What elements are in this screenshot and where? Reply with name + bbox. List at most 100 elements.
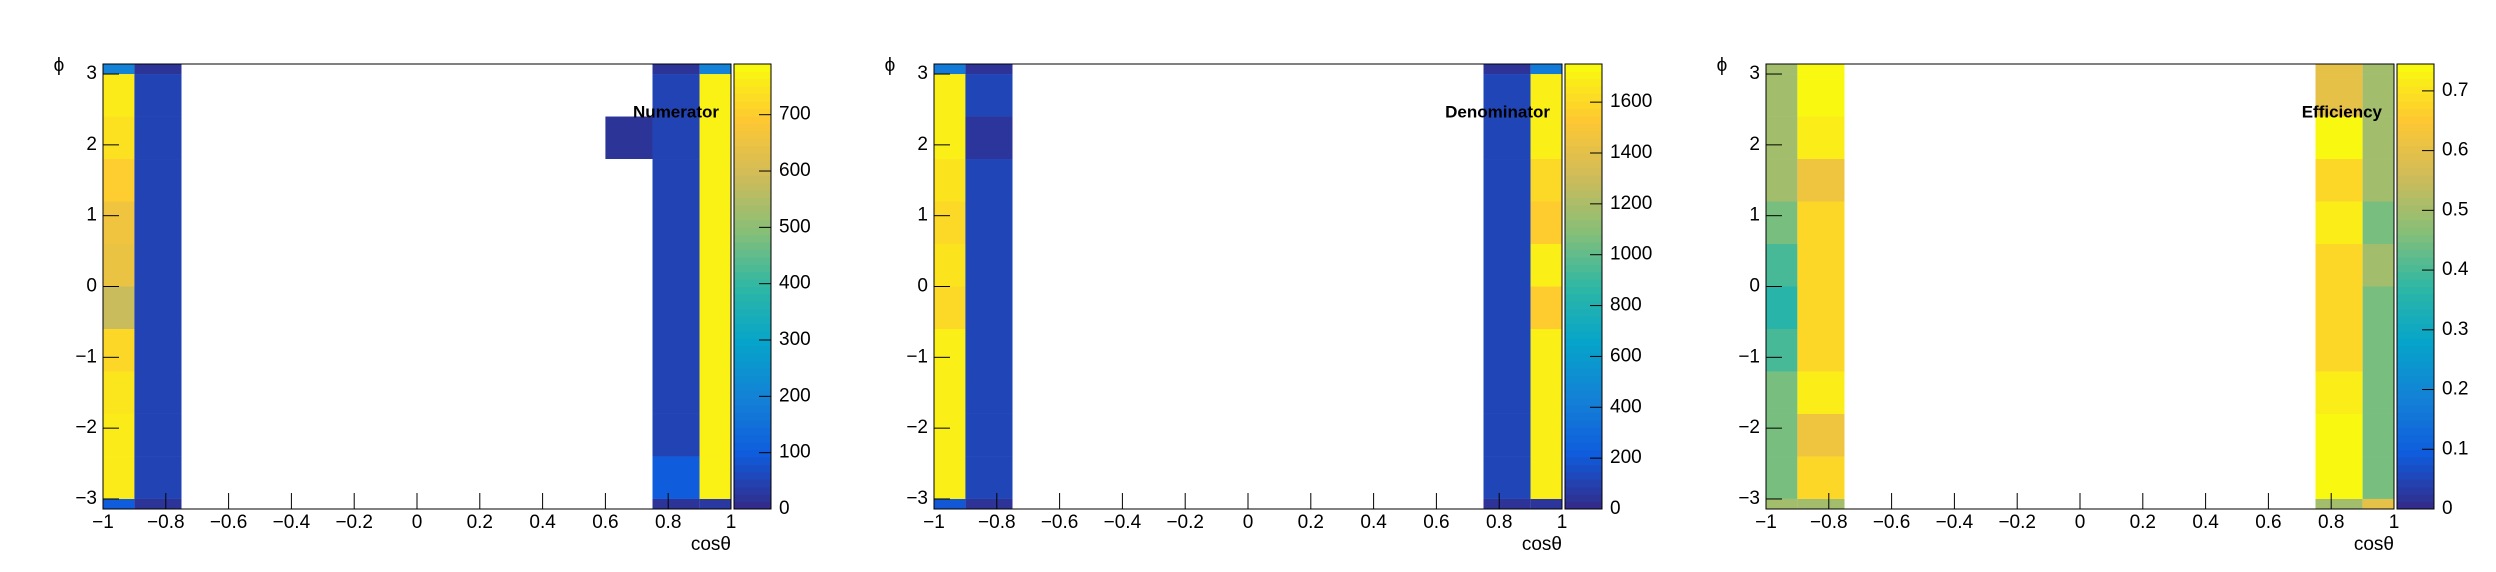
color-scale-step	[1565, 427, 1602, 436]
color-scale-step	[1565, 101, 1602, 109]
z-tick-label: 100	[779, 442, 811, 463]
color-scale-step	[2397, 123, 2434, 132]
x-tick-label: −1	[1755, 512, 1777, 533]
color-scale-step	[734, 86, 771, 95]
cell	[1766, 413, 1798, 457]
color-scale-step	[2397, 153, 2434, 161]
cell	[2315, 201, 2363, 245]
z-tick-label: 0.3	[2442, 319, 2468, 340]
y-tick-label: −1	[906, 346, 928, 367]
z-tick-label: 300	[779, 329, 811, 350]
color-scale-step	[2397, 486, 2434, 495]
cell	[934, 286, 966, 329]
cell	[652, 371, 700, 414]
color-scale-step	[1565, 190, 1602, 198]
y-tick-label: 0	[86, 276, 97, 297]
cell	[1766, 328, 1798, 372]
color-scale-step	[2397, 353, 2434, 362]
color-scale-step	[1565, 293, 1602, 302]
color-scale-step	[1565, 457, 1602, 465]
cell	[1797, 64, 1845, 75]
cell	[103, 201, 135, 245]
z-tick-label: 800	[1610, 295, 1642, 316]
cell	[1530, 371, 1562, 414]
cell	[1530, 244, 1562, 287]
x-tick-label: 0	[412, 512, 423, 533]
z-tick-label: 500	[779, 216, 811, 237]
color-scale-step	[734, 293, 771, 302]
color-scale-step	[2397, 338, 2434, 347]
z-tick-label: 0.5	[2442, 199, 2468, 220]
y-tick-label: −1	[1738, 346, 1760, 367]
color-scale-step	[2397, 64, 2434, 72]
z-tick-label: 200	[779, 385, 811, 406]
color-scale-frame	[1564, 63, 1603, 510]
color-scale-step	[2397, 86, 2434, 95]
x-tick-label: −1	[923, 512, 945, 533]
z-tick-label: 0.2	[2442, 379, 2468, 400]
color-scale-step	[2397, 360, 2434, 369]
z-tick-label: 1400	[1610, 142, 1652, 163]
color-scale-step	[1565, 130, 1602, 139]
cell	[934, 159, 966, 202]
cell	[965, 498, 1013, 509]
cell	[1797, 159, 1845, 202]
color-scale-step	[1565, 360, 1602, 369]
cell	[934, 498, 966, 509]
color-scale-step	[2397, 397, 2434, 406]
color-scale-step	[1565, 301, 1602, 310]
cell	[2362, 116, 2394, 160]
cell	[934, 201, 966, 245]
x-tick-label: 0.2	[1298, 512, 1324, 533]
x-tick-label: 0.8	[655, 512, 681, 533]
color-scale-step	[1565, 442, 1602, 451]
color-scale-step	[1565, 182, 1602, 191]
color-scale-step	[2397, 420, 2434, 428]
cell	[965, 244, 1013, 287]
cell	[652, 286, 700, 329]
color-scale-step	[1565, 234, 1602, 243]
cell	[1530, 159, 1562, 202]
color-scale-step	[734, 204, 771, 213]
cell	[1766, 74, 1798, 117]
cell	[2362, 159, 2394, 202]
color-scale-step	[734, 227, 771, 236]
color-scale-step	[1565, 486, 1602, 495]
color-scale-step	[734, 397, 771, 406]
cell	[1530, 456, 1562, 499]
y-axis-label: ϕ	[54, 55, 65, 76]
color-scale-step	[734, 420, 771, 428]
cell	[1530, 116, 1562, 160]
cell	[1530, 498, 1562, 509]
z-tick-label: 0.7	[2442, 80, 2468, 101]
z-tick-label: 1000	[1610, 244, 1652, 265]
cell	[103, 456, 135, 499]
z-tick-label: 600	[1610, 345, 1642, 366]
color-scale-step	[734, 219, 771, 228]
color-scale-step	[734, 449, 771, 458]
cell	[1530, 74, 1562, 117]
color-scale-step	[1565, 449, 1602, 458]
y-tick-label: −3	[906, 488, 928, 509]
x-tick-label: −0.6	[1041, 512, 1079, 533]
color-scale-step	[1565, 471, 1602, 480]
x-tick-label: 0.6	[1423, 512, 1449, 533]
cell	[103, 498, 135, 509]
cell	[1483, 74, 1531, 117]
cell	[1797, 116, 1845, 160]
color-scale-step	[2397, 279, 2434, 287]
color-scale-frame	[2396, 63, 2435, 510]
cell	[1483, 244, 1531, 287]
cell	[2362, 286, 2394, 329]
color-scale-step	[1565, 64, 1602, 72]
x-tick-label: 0.8	[1486, 512, 1512, 533]
color-scale-step	[1565, 368, 1602, 376]
x-tick-label: −0.2	[335, 512, 373, 533]
x-tick-label: −0.4	[1104, 512, 1142, 533]
y-axis-label: ϕ	[885, 55, 896, 76]
color-scale-step	[734, 368, 771, 376]
color-scale-step	[734, 301, 771, 310]
color-scale-step	[734, 115, 771, 124]
y-tick-label: 2	[917, 134, 928, 155]
cell	[699, 498, 731, 509]
